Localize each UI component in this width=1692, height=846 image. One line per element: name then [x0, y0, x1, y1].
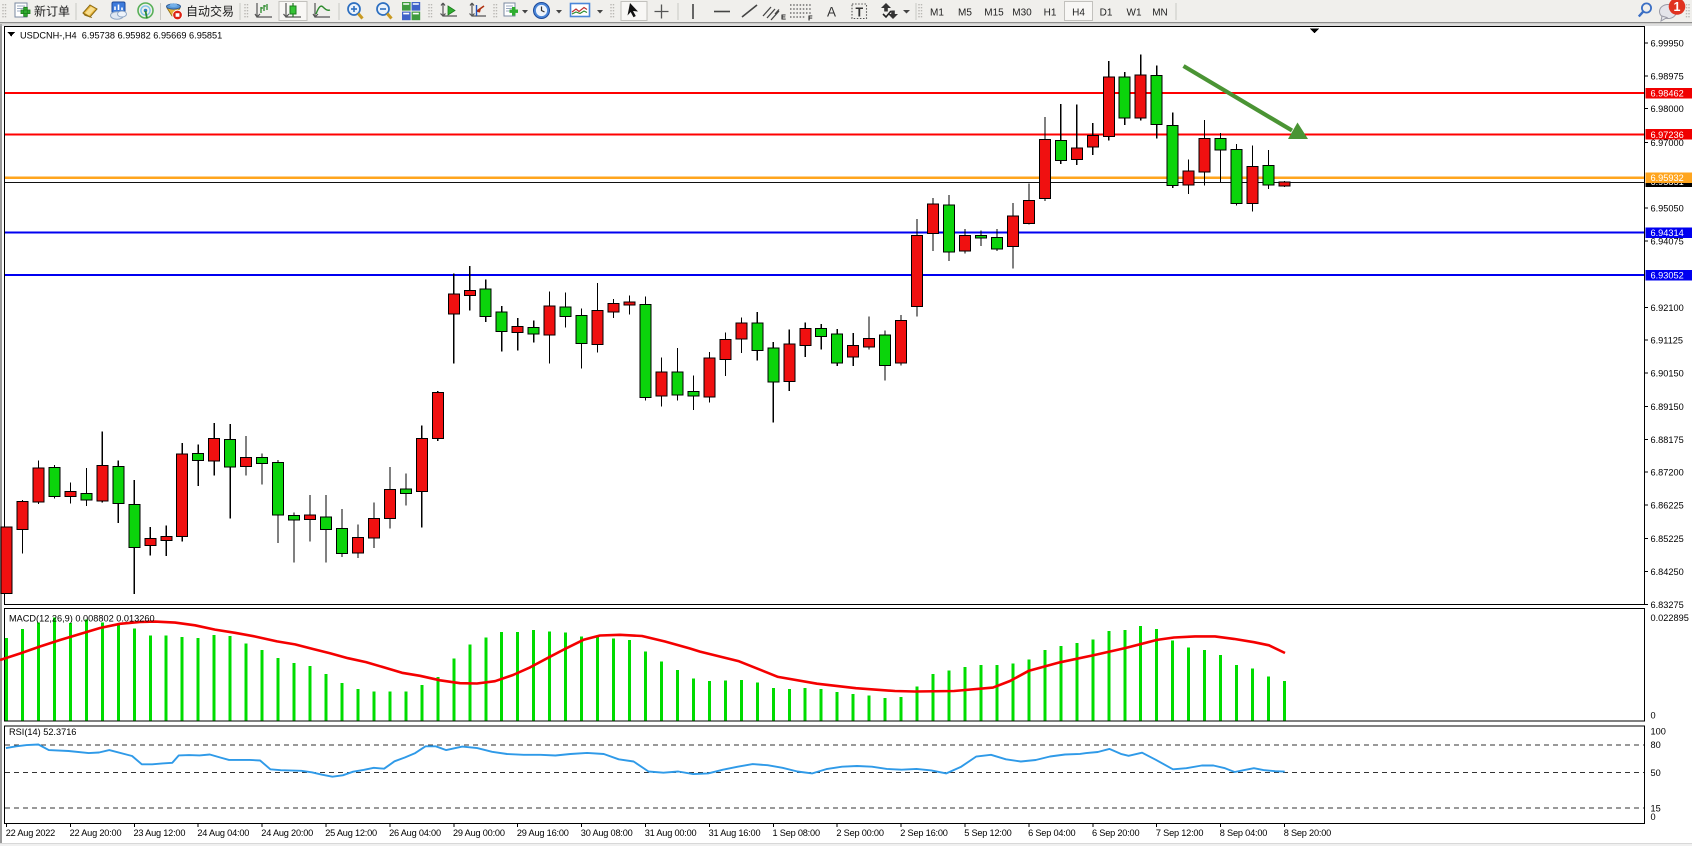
svg-text:29 Aug 00:00: 29 Aug 00:00 [453, 828, 505, 838]
svg-text:25 Aug 12:00: 25 Aug 12:00 [325, 828, 377, 838]
svg-text:31 Aug 00:00: 31 Aug 00:00 [645, 828, 697, 838]
svg-text:6.94314: 6.94314 [1651, 228, 1684, 238]
svg-text:6.85225: 6.85225 [1651, 534, 1684, 544]
svg-text:M30: M30 [1012, 8, 1032, 19]
svg-text:6.92100: 6.92100 [1651, 303, 1684, 313]
svg-text:0: 0 [1651, 812, 1656, 822]
svg-text:23 Aug 12:00: 23 Aug 12:00 [134, 828, 186, 838]
svg-text:6.98000: 6.98000 [1651, 104, 1684, 114]
svg-text:6.88175: 6.88175 [1651, 435, 1684, 445]
svg-text:MN: MN [1152, 8, 1168, 19]
svg-text:24 Aug 20:00: 24 Aug 20:00 [261, 828, 313, 838]
svg-text:H1: H1 [1044, 8, 1057, 19]
svg-text:22 Aug 20:00: 22 Aug 20:00 [70, 828, 122, 838]
svg-text:6.95050: 6.95050 [1651, 204, 1684, 214]
svg-text:T: T [856, 6, 864, 20]
svg-text:15: 15 [1651, 804, 1661, 814]
svg-text:A: A [827, 5, 836, 20]
svg-text:6.99950: 6.99950 [1651, 39, 1684, 49]
svg-text:2 Sep 00:00: 2 Sep 00:00 [836, 828, 883, 838]
svg-text:6 Sep 20:00: 6 Sep 20:00 [1092, 828, 1139, 838]
svg-text:MACD(12,26,9) 0.008802 0.01326: MACD(12,26,9) 0.008802 0.013260 [9, 614, 155, 624]
svg-text:M1: M1 [930, 8, 944, 19]
svg-text:6.93052: 6.93052 [1651, 271, 1684, 281]
svg-text:8 Sep 20:00: 8 Sep 20:00 [1284, 828, 1331, 838]
svg-text:6.97000: 6.97000 [1651, 138, 1684, 148]
svg-text:30 Aug 08:00: 30 Aug 08:00 [581, 828, 633, 838]
svg-text:6.83275: 6.83275 [1651, 600, 1684, 610]
svg-text:6.94075: 6.94075 [1651, 236, 1684, 246]
svg-text:自动交易: 自动交易 [186, 4, 234, 19]
svg-text:2 Sep 16:00: 2 Sep 16:00 [900, 828, 947, 838]
svg-text:W1: W1 [1127, 8, 1142, 19]
svg-text:D1: D1 [1100, 8, 1113, 19]
svg-text:80: 80 [1651, 740, 1661, 750]
svg-text:24 Aug 04:00: 24 Aug 04:00 [197, 828, 249, 838]
svg-text:6.89150: 6.89150 [1651, 402, 1684, 412]
svg-text:1 Sep 08:00: 1 Sep 08:00 [773, 828, 820, 838]
svg-text:6 Sep 04:00: 6 Sep 04:00 [1028, 828, 1075, 838]
svg-text:6.84250: 6.84250 [1651, 567, 1684, 577]
svg-text:31 Aug 16:00: 31 Aug 16:00 [709, 828, 761, 838]
svg-text:6.97236: 6.97236 [1651, 130, 1684, 140]
svg-text:F: F [808, 14, 813, 23]
svg-text:50: 50 [1651, 768, 1661, 778]
svg-text:22 Aug 2022: 22 Aug 2022 [6, 828, 55, 838]
svg-text:1: 1 [1674, 0, 1681, 14]
svg-text:29 Aug 16:00: 29 Aug 16:00 [517, 828, 569, 838]
svg-text:6.95932: 6.95932 [1651, 173, 1684, 183]
svg-text:M15: M15 [984, 8, 1004, 19]
svg-text:5 Sep 12:00: 5 Sep 12:00 [964, 828, 1011, 838]
svg-text:RSI(14) 52.3716: RSI(14) 52.3716 [9, 727, 76, 737]
svg-text:8 Sep 04:00: 8 Sep 04:00 [1220, 828, 1267, 838]
svg-text:7 Sep 12:00: 7 Sep 12:00 [1156, 828, 1203, 838]
svg-text:M5: M5 [958, 8, 972, 19]
svg-text:USDCNH-,H4 6.95738 6.95982 6.: USDCNH-,H4 6.95738 6.95982 6.95669 6.958… [20, 31, 222, 41]
svg-text:6.98975: 6.98975 [1651, 71, 1684, 81]
svg-text:6.90150: 6.90150 [1651, 368, 1684, 378]
svg-text:6.87200: 6.87200 [1651, 468, 1684, 478]
svg-text:E: E [781, 13, 786, 22]
svg-text:新订单: 新订单 [34, 4, 70, 19]
svg-text:100: 100 [1651, 726, 1666, 736]
svg-text:26 Aug 04:00: 26 Aug 04:00 [389, 828, 441, 838]
svg-text:6.91125: 6.91125 [1651, 336, 1684, 346]
svg-text:H4: H4 [1072, 8, 1085, 19]
svg-text:6.98462: 6.98462 [1651, 89, 1684, 99]
svg-text:6.86225: 6.86225 [1651, 501, 1684, 511]
svg-text:0.022895: 0.022895 [1651, 613, 1689, 623]
svg-text:0: 0 [1651, 710, 1656, 720]
